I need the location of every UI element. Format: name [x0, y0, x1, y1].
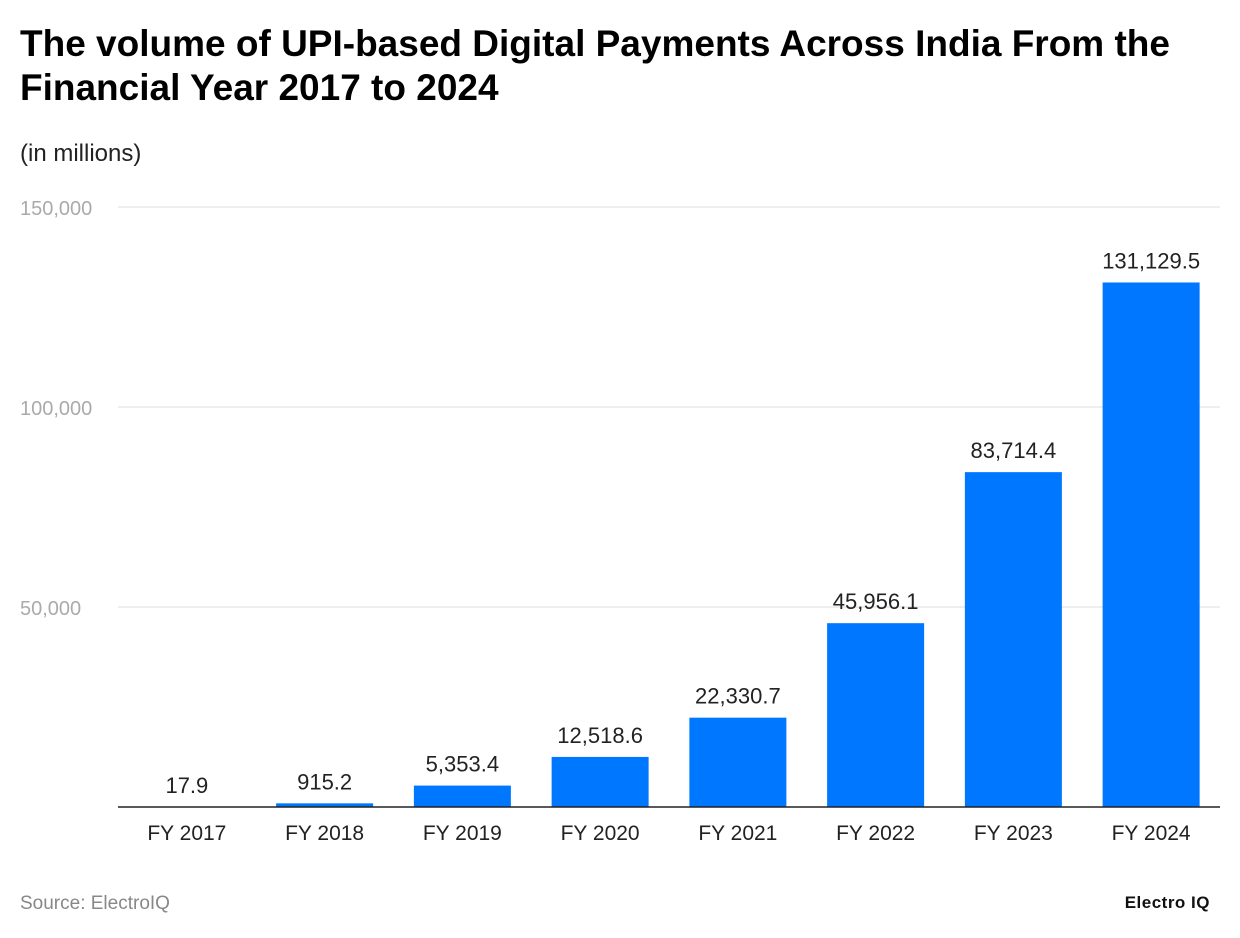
bar: [827, 623, 925, 807]
data-label: 45,956.1: [833, 589, 919, 614]
data-label: 12,518.6: [557, 723, 643, 748]
chart-title: The volume of UPI-based Digital Payments…: [20, 23, 1170, 108]
bar: [1102, 282, 1200, 807]
y-tick-label: 100,000: [20, 398, 92, 420]
electroiq-logo: Electro IQ: [1124, 893, 1210, 912]
bar: [276, 803, 374, 807]
bar: [689, 717, 787, 807]
y-tick-label: 50,000: [20, 598, 81, 620]
x-tick-label: FY 2019: [423, 822, 502, 845]
x-tick-label: FY 2023: [974, 822, 1053, 845]
x-tick-label: FY 2024: [1112, 822, 1191, 845]
x-tick-label: FY 2017: [147, 822, 226, 845]
data-label: 131,129.5: [1102, 248, 1200, 273]
data-label: 5,353.4: [426, 752, 499, 777]
y-tick-label: 150,000: [20, 198, 92, 220]
data-label: 83,714.4: [971, 438, 1057, 463]
x-tick-label: FY 2018: [285, 822, 364, 845]
chart-subtitle: (in millions): [20, 140, 142, 167]
bar: [551, 756, 649, 807]
data-label: 915.2: [297, 769, 352, 794]
x-tick-label: FY 2021: [698, 822, 777, 845]
bar: [964, 472, 1062, 807]
source-note: Source: ElectroIQ: [20, 893, 170, 914]
data-label: 17.9: [165, 773, 208, 798]
x-tick-label: FY 2022: [836, 822, 915, 845]
bar: [413, 785, 511, 807]
data-label: 22,330.7: [695, 684, 781, 709]
x-tick-label: FY 2020: [561, 822, 640, 845]
